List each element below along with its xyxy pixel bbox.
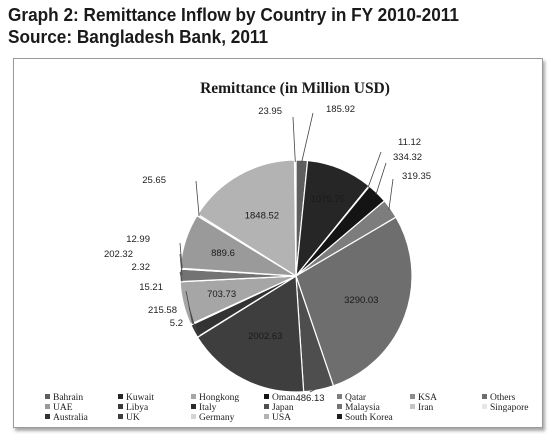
legend-swatch xyxy=(410,394,415,399)
legend-swatch xyxy=(118,414,123,419)
slice-value-label: 202.32 xyxy=(104,249,133,260)
legend-swatch xyxy=(191,394,196,399)
legend-swatch xyxy=(482,394,487,399)
leader-line xyxy=(292,116,296,163)
heading-source: Source: Bangladesh Bank, 2011 xyxy=(8,26,269,47)
legend-label: Libya xyxy=(126,403,149,413)
slice-value-label: 1848.52 xyxy=(245,210,279,221)
pie-slices xyxy=(179,159,413,393)
legend-swatch xyxy=(118,404,123,409)
leader-line xyxy=(195,180,200,217)
pie-slice xyxy=(295,216,413,387)
slice-value-label: 23.95 xyxy=(258,106,282,117)
legend-swatch xyxy=(337,394,342,399)
legend-swatch xyxy=(264,414,269,419)
slice-value-label: 334.32 xyxy=(393,152,422,163)
slice-value-label: 2002.63 xyxy=(248,331,282,342)
pie-slice xyxy=(196,159,297,278)
pie-slice xyxy=(196,274,305,393)
legend-swatch xyxy=(264,404,269,409)
slice-value-label: 25.65 xyxy=(142,175,166,186)
slice-value-label: 889.6 xyxy=(211,248,235,259)
legend-swatch xyxy=(482,404,487,409)
slice-value-label: 703.73 xyxy=(207,289,236,300)
legend-swatch xyxy=(45,414,50,419)
legend-label: Qatar xyxy=(345,393,367,403)
chart-title: Remittance (in Million USD) xyxy=(200,80,390,97)
legend-label: Oman xyxy=(272,393,295,403)
heading-title: Graph 2: Remittance Inflow by Country in… xyxy=(8,4,459,25)
legend-label: Others xyxy=(490,393,516,403)
slice-value-label: 215.58 xyxy=(148,305,177,316)
legend-swatch xyxy=(337,414,342,419)
legend-label: KSA xyxy=(418,393,437,403)
slice-value-label: 185.92 xyxy=(326,104,355,115)
leader-line xyxy=(301,112,314,163)
legend-swatch xyxy=(45,394,50,399)
legend-label: Australia xyxy=(53,413,89,423)
legend-label: Iran xyxy=(418,403,434,413)
slice-value-label: 486.13 xyxy=(295,393,324,404)
legend-swatch xyxy=(191,404,196,409)
slice-value-label: 5.2 xyxy=(170,318,183,329)
slice-value-label: 15.21 xyxy=(139,282,163,293)
legend-label: Malaysia xyxy=(345,403,381,413)
slice-value-label: 11.12 xyxy=(398,137,421,148)
legend-label: South Korea xyxy=(345,413,394,423)
legend-swatch xyxy=(45,404,50,409)
leader-line xyxy=(185,290,193,324)
leader-line xyxy=(367,151,382,188)
slice-value-label: 1075.75 xyxy=(311,194,345,205)
legend-swatch xyxy=(410,404,415,409)
legend-label: Italy xyxy=(199,403,217,413)
pie-chart: Remittance (in Million USD) 185.92 1075.7… xyxy=(45,80,529,423)
legend-label: Hongkong xyxy=(199,393,239,403)
slice-value-label: 12.99 xyxy=(126,234,150,245)
chart-frame: Remittance (in Million USD) 185.92 1075.7… xyxy=(13,58,543,428)
page-heading: Graph 2: Remittance Inflow by Country in… xyxy=(8,4,510,48)
legend-swatch xyxy=(337,404,342,409)
leader-line xyxy=(179,271,183,282)
slice-labels: 185.92 1075.75 11.12 334.32 319.35 3290.03 486… xyxy=(104,104,431,404)
legend-label: Japan xyxy=(272,403,294,413)
leader-line xyxy=(179,242,183,269)
legend-label: Kuwait xyxy=(126,393,154,403)
legend-label: Singapore xyxy=(490,403,529,413)
leader-line xyxy=(309,387,319,393)
legend: Bahrain Kuwait Hongkong Oman Qatar KSA Others U… xyxy=(45,393,529,423)
slice-value-label: 2.32 xyxy=(132,262,151,273)
legend-swatch xyxy=(118,394,123,399)
leader-line xyxy=(388,178,394,211)
slice-value-label: 319.35 xyxy=(402,171,431,182)
leader-line xyxy=(375,162,387,195)
leader-line xyxy=(179,253,183,276)
legend-label: UAE xyxy=(53,403,73,413)
legend-swatch xyxy=(191,414,196,419)
legend-swatch xyxy=(264,394,269,399)
legend-label: Bahrain xyxy=(53,393,83,403)
legend-label: Germany xyxy=(199,413,235,423)
legend-label: UK xyxy=(126,413,140,423)
legend-label: USA xyxy=(272,413,291,423)
slice-value-label: 3290.03 xyxy=(344,295,378,306)
